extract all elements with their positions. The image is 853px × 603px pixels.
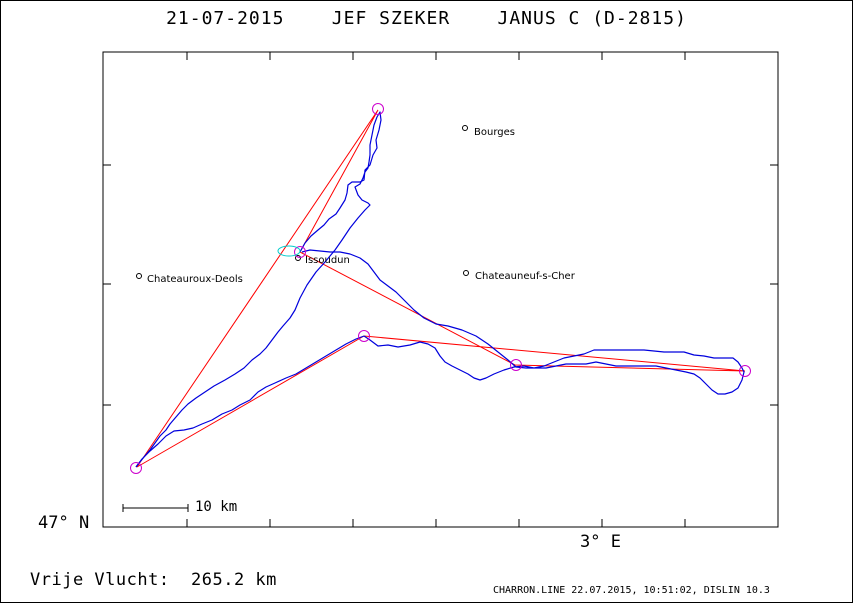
turnpoint-circle-2: [130, 462, 142, 474]
track-segment-west: [135, 335, 365, 468]
credit-line: CHARRON.LINE 22.07.2015, 10:51:02, DISLI…: [493, 585, 770, 596]
longitude-label: 3° E: [580, 532, 621, 552]
town-marker-chateauroux: [136, 273, 142, 279]
turnpoint-circle-6: [294, 246, 306, 258]
town-label-chateauneuf: Chateauneuf-s-Cher: [475, 271, 575, 282]
task-legs: [136, 109, 746, 468]
distance-label: Vrije Vlucht: 265.2 km: [30, 570, 277, 590]
town-marker-issoudun: [295, 255, 301, 261]
turnpoint-circle-4: [739, 365, 751, 377]
town-label-bourges: Bourges: [474, 127, 515, 138]
latitude-label: 47° N: [38, 513, 90, 533]
plot-area: [102, 51, 779, 528]
town-marker-chateauneuf: [463, 270, 469, 276]
track-segment-north: [135, 111, 382, 468]
turnpoint-circle-1: [372, 103, 384, 115]
map-title: 21-07-2015 JEF SZEKER JANUS C (D-2815): [166, 8, 687, 29]
scale-bar: [122, 504, 189, 512]
flight-track: [135, 111, 745, 468]
town-marker-bourges: [462, 125, 468, 131]
start-circle: [277, 245, 301, 257]
task-leg-1: [136, 109, 746, 468]
axis-ticks: [103, 52, 778, 527]
track-segment-return: [301, 249, 517, 368]
turnpoint-circle-5: [510, 359, 522, 371]
turnpoint-circle-3: [358, 330, 370, 342]
town-label-chateauroux: Chateauroux-Deols: [147, 274, 243, 285]
track-segment-east: [363, 335, 745, 395]
scale-bar-label: 10 km: [195, 499, 238, 515]
town-label-issoudun: Issoudun: [305, 255, 350, 266]
